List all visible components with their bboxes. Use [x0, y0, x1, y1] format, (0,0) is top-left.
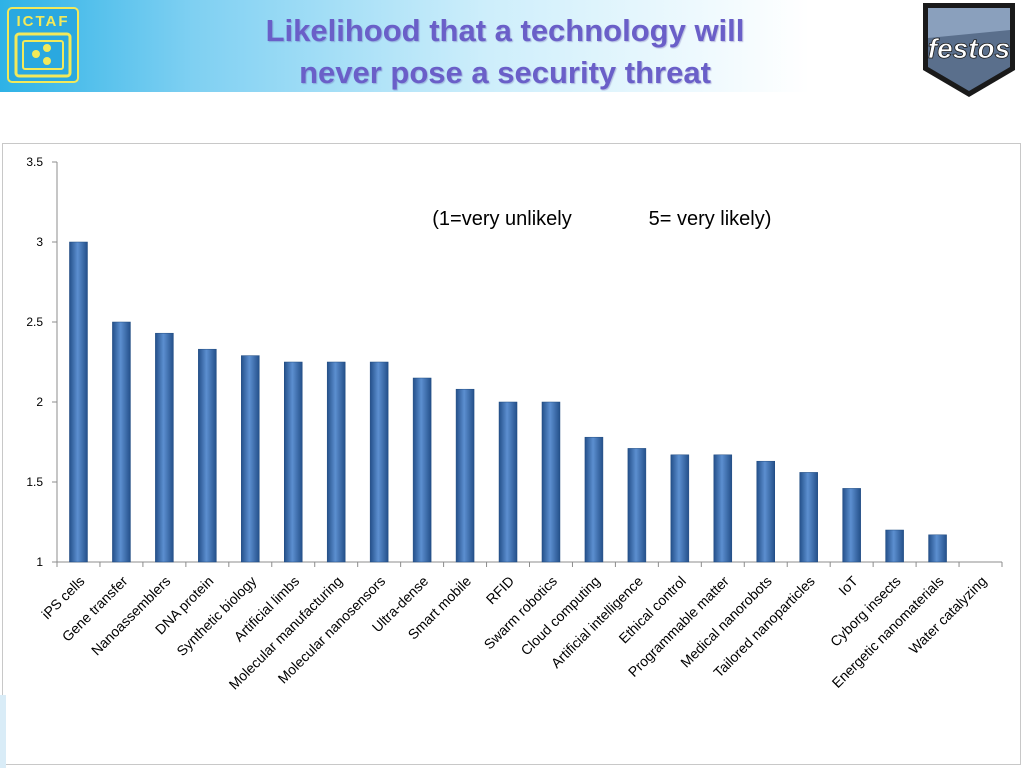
x-tick-label: Nanoassemblers: [88, 573, 174, 659]
bar-cyborg-insects: [885, 529, 904, 563]
y-tick-label: 2.5: [26, 315, 43, 329]
bar-tailored-nanoparticles: [799, 472, 818, 563]
bar-rfid: [498, 401, 518, 563]
left-accent: [0, 695, 6, 768]
x-tick-label: Synthetic biology: [173, 573, 259, 659]
slide-title: Likelihood that a technology will never …: [180, 10, 830, 94]
x-tick-label: RFID: [483, 573, 517, 607]
x-tick-label: Water catalyzing: [906, 573, 990, 657]
bar-ips-cells: [69, 241, 88, 563]
header-band: [0, 0, 880, 92]
bar-molecular-nanosensors: [369, 361, 389, 563]
bar-nanoassemblers: [155, 332, 174, 563]
bar-synthetic-biology: [241, 355, 260, 563]
scale-annotation-right: 5= very likely): [649, 208, 772, 230]
ictaf-logo-text: ICTAF: [16, 13, 69, 30]
bar-ethical-control: [670, 454, 690, 563]
festos-logo: festos: [923, 3, 1015, 97]
ictaf-logo: ICTAF: [7, 7, 79, 83]
y-tick-label: 3.5: [26, 155, 43, 169]
bar-swarm-robotics: [541, 401, 561, 563]
y-tick-label: 1: [36, 555, 43, 569]
scale-annotation-left: (1=very unlikely: [432, 208, 572, 230]
slide-title-line2: never pose a security threat: [299, 55, 711, 90]
y-tick-label: 1.5: [26, 475, 43, 489]
bar-artificial-limbs: [284, 361, 303, 563]
bar-programmable-matter: [713, 454, 733, 563]
x-tick-label: Cloud computing: [517, 573, 603, 659]
bar-gene-transfer: [112, 321, 131, 563]
bar-iot: [842, 488, 861, 563]
x-tick-label: IoT: [835, 572, 861, 598]
x-tick-label: Swarm robotics: [481, 573, 561, 653]
y-tick-label: 2: [36, 395, 43, 409]
festos-logo-text: festos: [928, 33, 1010, 64]
bar-molecular-manufacturing: [326, 361, 346, 563]
slide-title-line1: Likelihood that a technology will: [265, 13, 745, 48]
bar-cloud-computing: [584, 436, 604, 563]
bar-medical-nanorobots: [756, 460, 775, 563]
bar-smart-mobile: [455, 388, 475, 563]
bar-artificial-intelligence: [627, 448, 647, 563]
y-tick-label: 3: [36, 235, 43, 249]
bar-dna-protein: [198, 348, 217, 563]
bar-energetic-nanomaterials: [928, 534, 947, 563]
bar-ultra-dense: [412, 377, 432, 563]
